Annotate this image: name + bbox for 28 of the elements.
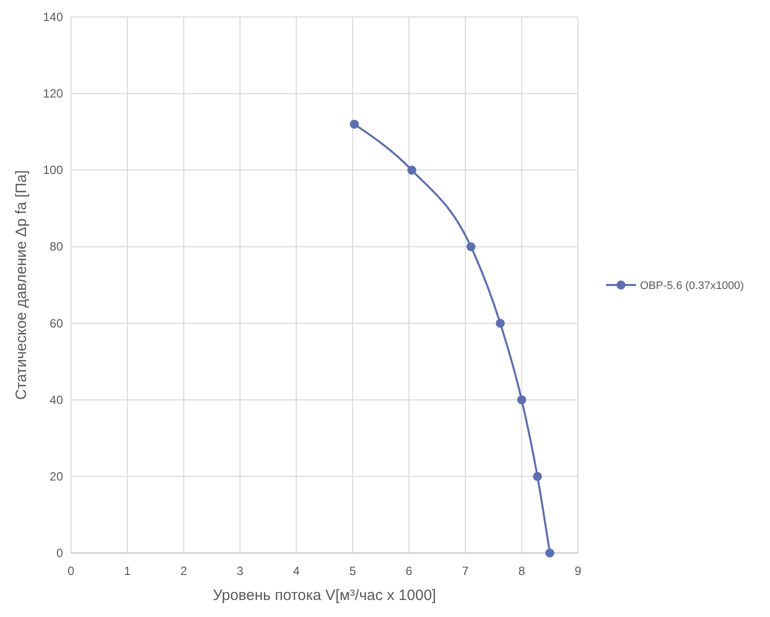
y-tick-label: 120 bbox=[42, 86, 64, 101]
x-tick-label: 7 bbox=[462, 564, 469, 578]
x-tick-label: 8 bbox=[518, 564, 526, 578]
x-tick-label: 1 bbox=[124, 564, 131, 578]
y-tick-label: 40 bbox=[50, 392, 64, 407]
x-tick-label: 6 bbox=[406, 564, 413, 578]
y-tick-label: 60 bbox=[50, 316, 64, 330]
x-tick-label: 9 bbox=[574, 564, 582, 578]
x-tick-label: 5 bbox=[349, 564, 356, 578]
y-axis-title: Статическое давление Δp fa [Па] bbox=[13, 170, 30, 400]
point bbox=[517, 395, 526, 404]
point bbox=[407, 166, 416, 175]
point bbox=[545, 548, 554, 558]
point bbox=[466, 242, 476, 252]
x-tick-label: 2 bbox=[180, 564, 188, 578]
x-tick-label: 0 bbox=[68, 564, 75, 578]
y-tick-label: 80 bbox=[50, 240, 64, 254]
x-tick-label: 3 bbox=[236, 564, 244, 578]
legend-label: ОВР-5.6 (0.37x1000) bbox=[640, 280, 744, 292]
y-tick-label: 0 bbox=[56, 546, 64, 560]
point bbox=[350, 120, 359, 129]
point bbox=[496, 318, 505, 328]
y-tick-label: 140 bbox=[42, 10, 64, 24]
y-tick-label: 100 bbox=[42, 163, 64, 178]
x-tick-label: 4 bbox=[292, 564, 300, 578]
y-tick-label: 20 bbox=[50, 469, 64, 484]
x-axis-title: Уровень потока V[м³/час x 1000] bbox=[212, 587, 436, 604]
point bbox=[532, 472, 542, 481]
